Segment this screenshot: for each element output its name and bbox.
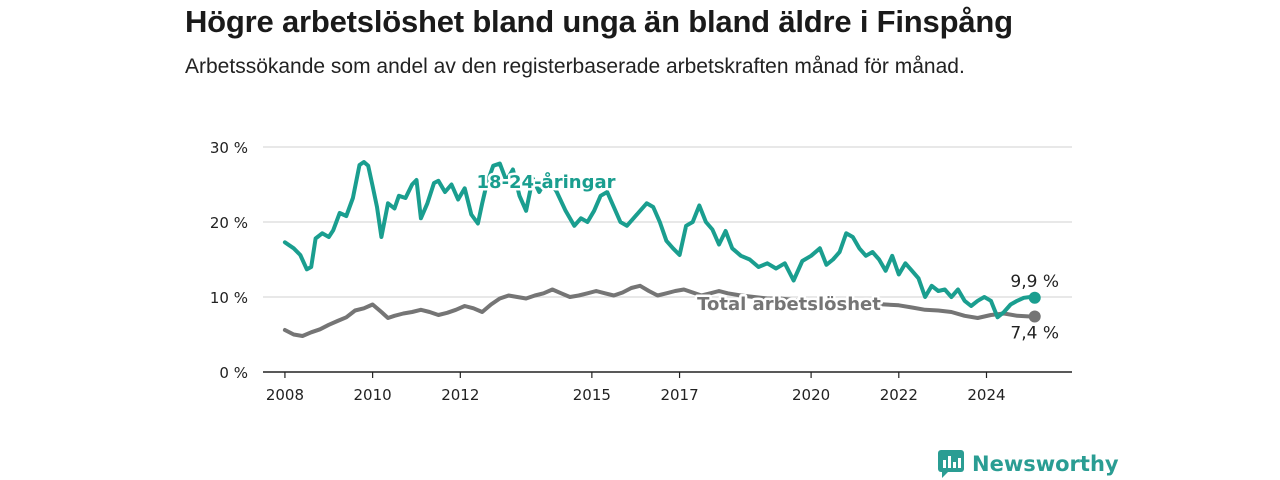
series-lines — [282, 160, 1041, 338]
newsworthy-logo: Newsworthy — [938, 450, 1119, 478]
newsworthy-icon — [938, 450, 964, 478]
x-tick-label: 2015 — [573, 386, 611, 404]
series-labels: 7,4 % 9,9 % 18-24-åringar Total arbetslöshe… — [474, 169, 1059, 344]
series-end-point — [1028, 291, 1041, 304]
y-tick-label: 0 % — [219, 364, 248, 382]
x-axis: 2008 2010 2012 2015 2017 2020 2022 2024 — [263, 371, 1072, 404]
x-tick-label: 2010 — [354, 386, 392, 404]
series-line — [282, 160, 1037, 320]
chart-subtitle: Arbetssökande som andel av den registerb… — [185, 55, 965, 78]
series-end-value-label: 7,4 % — [1010, 324, 1059, 344]
y-tick-label: 30 % — [210, 139, 248, 157]
gridlines — [263, 146, 1072, 298]
brand-name: Newsworthy — [972, 452, 1119, 476]
series-name-label: Total arbetslöshet — [697, 294, 881, 315]
chart-title: Högre arbetslöshet bland unga än bland ä… — [185, 4, 1013, 39]
x-tick-label: 2022 — [880, 386, 918, 404]
y-tick-label: 10 % — [210, 289, 248, 307]
y-tick-label: 20 % — [210, 214, 248, 232]
x-tick-label: 2020 — [792, 386, 830, 404]
series-end-point — [1028, 310, 1041, 323]
x-tick-label: 2017 — [660, 386, 698, 404]
x-tick-label: 2008 — [266, 386, 304, 404]
x-tick-label: 2024 — [967, 386, 1005, 404]
series-line — [282, 283, 1037, 338]
series-end-value-label: 9,9 % — [1010, 272, 1059, 292]
y-axis-ticks: 0 % 10 % 20 % 30 % — [210, 139, 248, 382]
x-tick-label: 2012 — [441, 386, 479, 404]
series-name-label: 18-24-åringar — [477, 171, 616, 193]
